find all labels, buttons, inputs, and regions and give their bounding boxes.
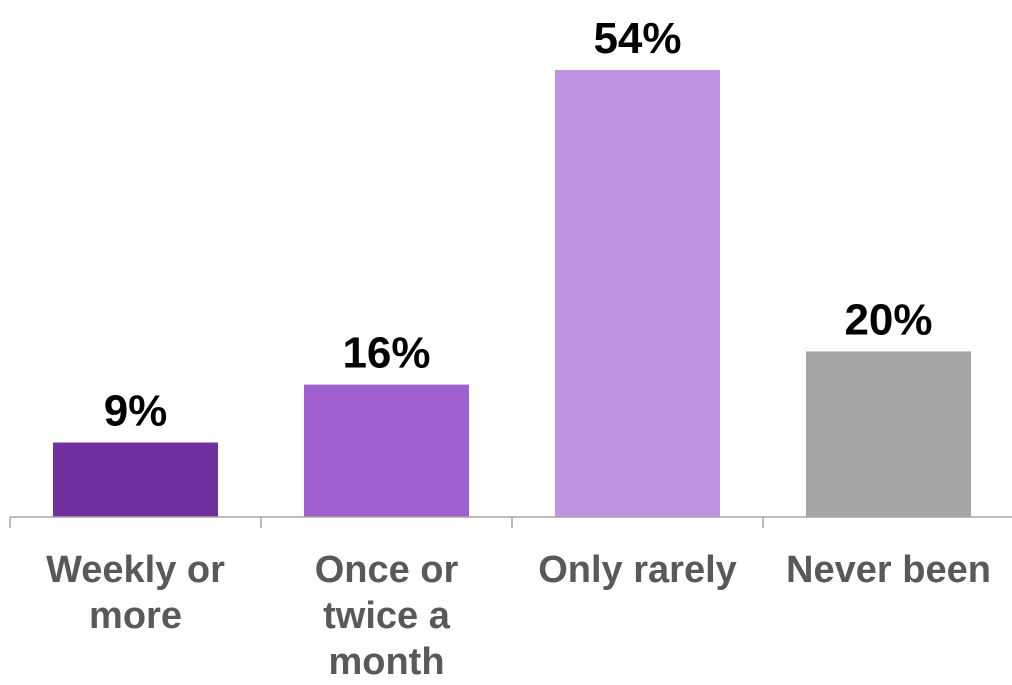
category-label-weekly-or-more: Weekly or more — [46, 549, 225, 637]
category-label-once-or-twice-a-month: Once or twice a month — [314, 549, 459, 683]
x-axis — [9, 516, 1012, 528]
category-label-only-rarely: Only rarely — [538, 549, 737, 591]
value-label-weekly-or-more: 9% — [104, 387, 168, 436]
value-labels-group: 9% 16% 54% 20% — [104, 14, 933, 436]
bar-weekly-or-more — [53, 442, 218, 517]
category-label-never-been: Never been — [786, 549, 991, 591]
bar-once-or-twice-a-month — [304, 384, 469, 517]
value-label-never-been: 20% — [844, 295, 932, 344]
bars-group — [53, 70, 971, 517]
value-label-only-rarely: 54% — [593, 14, 681, 63]
bar-only-rarely — [555, 70, 720, 517]
value-label-once-or-twice-a-month: 16% — [342, 329, 430, 378]
bar-never-been — [806, 351, 971, 517]
